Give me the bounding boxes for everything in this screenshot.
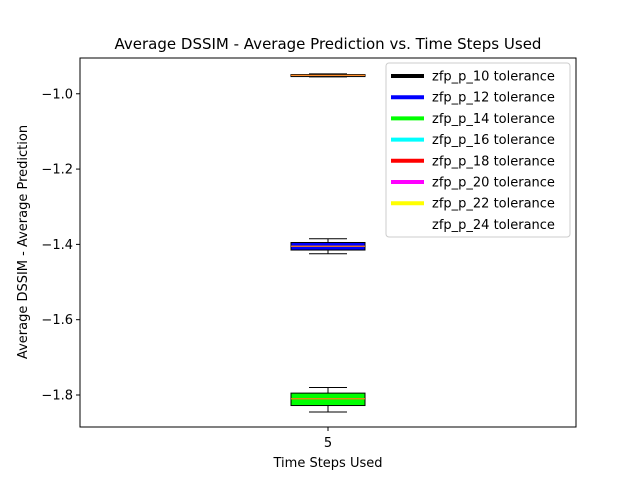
legend-label: zfp_p_10 tolerance (432, 70, 555, 85)
y-tick-label: −1.4 (41, 238, 73, 253)
box-series-group (290, 73, 366, 413)
y-tick-label: −1.8 (41, 388, 73, 403)
box-zfp_p_24-tolerance (290, 73, 366, 78)
legend: zfp_p_10 tolerance zfp_p_12 tolerance zfp_… (385, 62, 571, 238)
legend-label: zfp_p_14 tolerance (432, 112, 555, 127)
legend-label: zfp_p_20 tolerance (432, 176, 555, 191)
x-axis: 5 (324, 427, 332, 451)
legend-label: zfp_p_22 tolerance (432, 197, 555, 212)
y-tick-label: −1.6 (41, 313, 73, 328)
chart-title: Average DSSIM - Average Prediction vs. T… (115, 35, 542, 53)
box-zfp_p_12-tolerance (290, 238, 366, 255)
box-zfp_p_14-tolerance (290, 386, 366, 413)
legend-label: zfp_p_12 tolerance (432, 91, 555, 106)
y-tick-label: −1.0 (41, 87, 73, 102)
y-tick-label: −1.2 (41, 163, 73, 178)
legend-label: zfp_p_24 tolerance (432, 218, 555, 233)
y-axis: −1.0 −1.2 −1.4 −1.6 −1.8 (41, 87, 80, 403)
x-tick-label: 5 (324, 436, 332, 451)
legend-label: zfp_p_18 tolerance (432, 154, 555, 169)
legend-label: zfp_p_16 tolerance (432, 133, 555, 148)
x-axis-label: Time Steps Used (273, 456, 383, 471)
y-axis-label: Average DSSIM - Average Prediction (16, 125, 31, 359)
legend-frame (385, 62, 571, 238)
